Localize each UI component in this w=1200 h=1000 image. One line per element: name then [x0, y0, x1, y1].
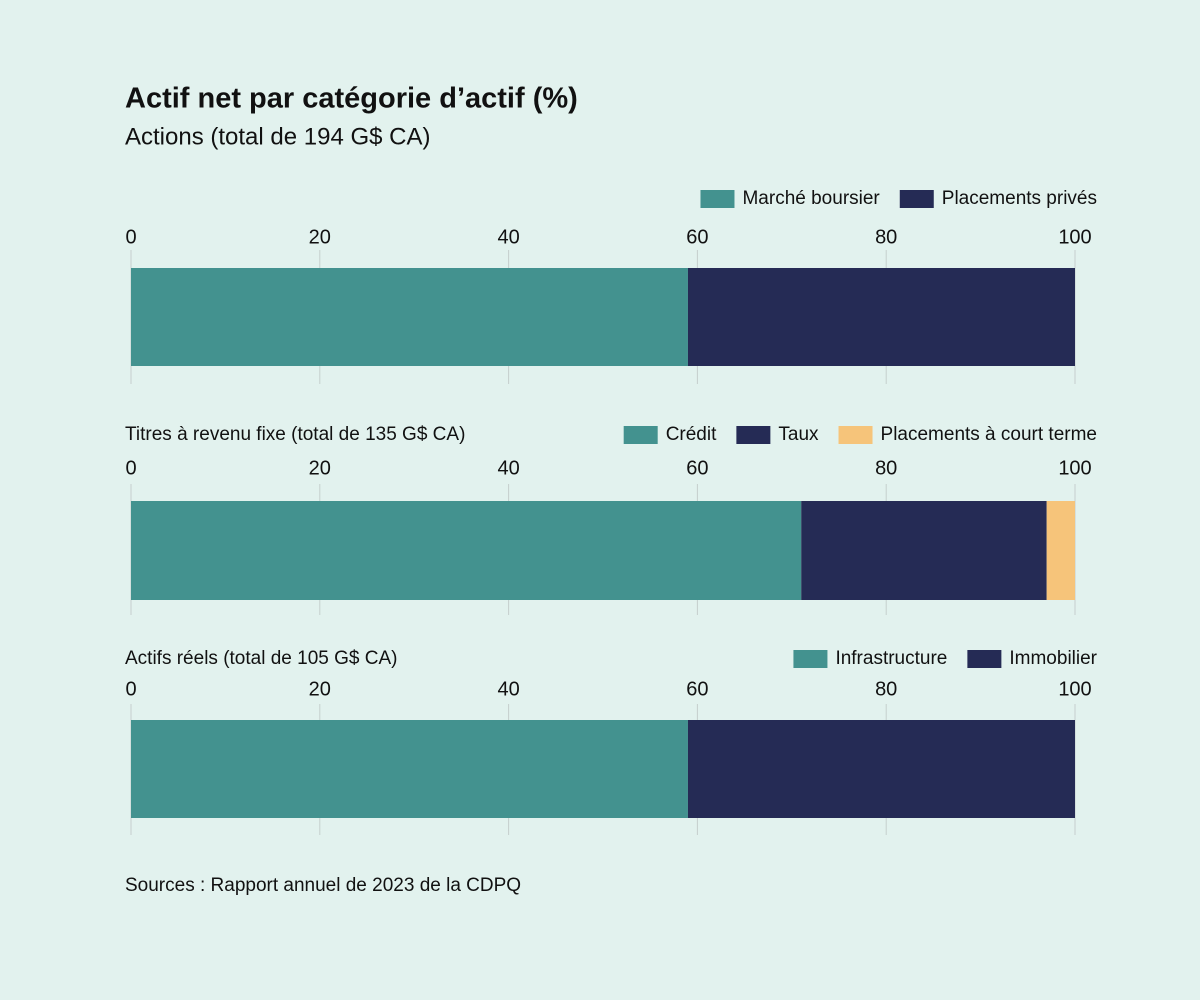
legend-swatch [736, 426, 771, 444]
chart-title: Actif net par catégorie d’actif (%) [125, 83, 578, 115]
x-tick-label: 40 [497, 457, 519, 479]
legend-label: Crédit [666, 424, 717, 445]
legend-swatch [700, 190, 735, 208]
bar-segment [1046, 501, 1075, 600]
x-tick-label: 0 [125, 457, 136, 479]
bar-segment [131, 720, 688, 818]
x-tick-label: 20 [309, 678, 331, 700]
legend-swatch [899, 190, 934, 208]
x-tick-label: 100 [1058, 457, 1091, 479]
x-tick-label: 60 [686, 457, 708, 479]
legend-label: Placements à court terme [881, 424, 1097, 445]
panel-title: Actifs réels (total de 105 G$ CA) [125, 648, 397, 669]
bar-segment [131, 268, 688, 366]
x-tick-label: 100 [1058, 226, 1091, 248]
bar-segment [801, 501, 1047, 600]
source-note: Sources : Rapport annuel de 2023 de la C… [125, 875, 521, 896]
legend-swatch [838, 426, 873, 444]
bar-segment [687, 720, 1075, 818]
bar-segment [687, 268, 1075, 366]
x-tick-label: 60 [686, 226, 708, 248]
legend-label: Infrastructure [835, 648, 947, 669]
legend-swatch [623, 426, 658, 444]
legend-label: Taux [778, 424, 819, 445]
x-tick-label: 80 [875, 678, 897, 700]
bar-segment [131, 501, 802, 600]
x-tick-label: 60 [686, 678, 708, 700]
panel-title: Actions (total de 194 G$ CA) [125, 123, 430, 150]
x-tick-label: 20 [309, 457, 331, 479]
x-tick-label: 80 [875, 457, 897, 479]
x-tick-label: 80 [875, 226, 897, 248]
x-tick-label: 100 [1058, 678, 1091, 700]
x-tick-label: 0 [125, 678, 136, 700]
legend-swatch [967, 650, 1002, 668]
panel-title: Titres à revenu fixe (total de 135 G$ CA… [125, 424, 465, 445]
legend-swatch [793, 650, 828, 668]
x-tick-label: 40 [497, 678, 519, 700]
x-tick-label: 40 [497, 226, 519, 248]
legend-label: Marché boursier [742, 188, 880, 209]
x-tick-label: 0 [125, 226, 136, 248]
x-tick-label: 20 [309, 226, 331, 248]
legend-label: Immobilier [1009, 648, 1097, 669]
legend-label: Placements privés [942, 188, 1097, 209]
